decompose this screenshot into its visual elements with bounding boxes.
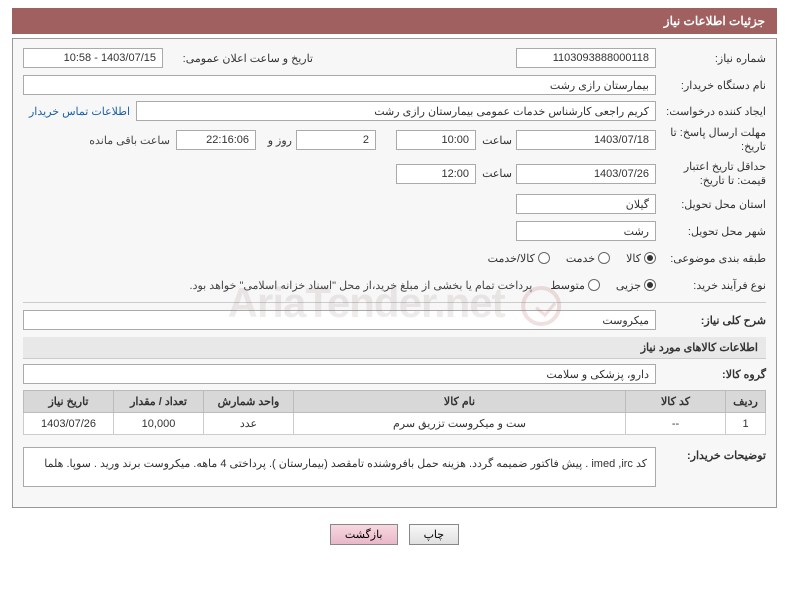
th-code: کد کالا <box>626 391 726 413</box>
category-radio-group: کالا خدمت کالا/خدمت <box>476 252 656 265</box>
deadline-time-field: 10:00 <box>396 130 476 150</box>
row-buyer-notes: توضیحات خریدار: کد imed ,irc . پیش فاکتو… <box>23 441 766 493</box>
radio-partial-item[interactable]: جزیی <box>616 279 656 292</box>
contact-buyer-link[interactable]: اطلاعات تماس خریدار <box>23 105 136 118</box>
row-city: شهر محل تحویل: رشت <box>23 220 766 242</box>
radio-partial-label: جزیی <box>616 279 641 292</box>
process-label: نوع فرآیند خرید: <box>656 279 766 292</box>
days-label: روز و <box>256 134 296 147</box>
th-row: ردیف <box>726 391 766 413</box>
time-label-1: ساعت <box>476 134 516 147</box>
cell-row: 1 <box>726 413 766 435</box>
row-category: طبقه بندی موضوعی: کالا خدمت کالا/خدمت <box>23 247 766 269</box>
summary-label: شرح کلی نیاز: <box>656 314 766 327</box>
radio-medium-item[interactable]: متوسط <box>550 279 600 292</box>
cell-qty: 10,000 <box>114 413 204 435</box>
radio-service[interactable] <box>598 252 610 264</box>
announce-field: 1403/07/15 - 10:58 <box>23 48 163 68</box>
process-note: پرداخت تمام یا بخشی از مبلغ خرید،از محل … <box>190 279 539 292</box>
buyer-notes-box: کد imed ,irc . پیش فاکتور ضمیمه گردد. هز… <box>23 447 656 487</box>
back-button[interactable]: بازگشت <box>330 524 398 545</box>
deadline-date-field: 1403/07/18 <box>516 130 656 150</box>
page-title: جزئیات اطلاعات نیاز <box>664 14 765 28</box>
row-validity: حداقل تاریخ اعتبار قیمت: تا تاریخ: 1403/… <box>23 160 766 189</box>
row-province: استان محل تحویل: گیلان <box>23 193 766 215</box>
validity-label: حداقل تاریخ اعتبار قیمت: تا تاریخ: <box>656 160 766 189</box>
row-summary: شرح کلی نیاز: میکروست <box>23 309 766 331</box>
radio-goods-item[interactable]: کالا <box>626 252 656 265</box>
th-name: نام کالا <box>294 391 626 413</box>
row-goods-group: گروه کالا: دارو، پزشکی و سلامت <box>23 363 766 385</box>
radio-both-label: کالا/خدمت <box>488 252 535 265</box>
remaining-time-field: 22:16:06 <box>176 130 256 150</box>
cell-date: 1403/07/26 <box>24 413 114 435</box>
radio-medium[interactable] <box>588 279 600 291</box>
radio-goods[interactable] <box>644 252 656 264</box>
process-radio-group: جزیی متوسط <box>538 279 656 292</box>
buyer-org-label: نام دستگاه خریدار: <box>656 79 766 92</box>
cell-name: ست و میکروست تزریق سرم <box>294 413 626 435</box>
validity-date-field: 1403/07/26 <box>516 164 656 184</box>
page-header: جزئیات اطلاعات نیاز <box>12 8 777 34</box>
goods-table: ردیف کد کالا نام کالا واحد شمارش تعداد /… <box>23 390 766 435</box>
buyer-org-field: بیمارستان رازی رشت <box>23 75 656 95</box>
radio-partial[interactable] <box>644 279 656 291</box>
province-field: گیلان <box>516 194 656 214</box>
summary-field: میکروست <box>23 310 656 330</box>
goods-group-field: دارو، پزشکی و سلامت <box>23 364 656 384</box>
time-label-2: ساعت <box>476 167 516 180</box>
th-qty: تعداد / مقدار <box>114 391 204 413</box>
radio-both-item[interactable]: کالا/خدمت <box>488 252 550 265</box>
category-label: طبقه بندی موضوعی: <box>656 252 766 265</box>
cell-code: -- <box>626 413 726 435</box>
th-unit: واحد شمارش <box>204 391 294 413</box>
requester-label: ایجاد کننده درخواست: <box>656 105 766 118</box>
goods-group-label: گروه کالا: <box>656 368 766 381</box>
announce-label: تاریخ و ساعت اعلان عمومی: <box>163 52 313 65</box>
radio-goods-label: کالا <box>626 252 641 265</box>
province-label: استان محل تحویل: <box>656 198 766 211</box>
validity-time-field: 12:00 <box>396 164 476 184</box>
th-date: تاریخ نیاز <box>24 391 114 413</box>
remaining-label: ساعت باقی مانده <box>89 134 176 147</box>
radio-service-item[interactable]: خدمت <box>566 252 610 265</box>
cell-unit: عدد <box>204 413 294 435</box>
table-row: 1 -- ست و میکروست تزریق سرم عدد 10,000 1… <box>24 413 766 435</box>
row-need-number: شماره نیاز: 1103093888000118 تاریخ و ساع… <box>23 47 766 69</box>
need-number-label: شماره نیاز: <box>656 52 766 65</box>
radio-both[interactable] <box>538 252 550 264</box>
table-header-row: ردیف کد کالا نام کالا واحد شمارش تعداد /… <box>24 391 766 413</box>
city-field: رشت <box>516 221 656 241</box>
radio-service-label: خدمت <box>566 252 595 265</box>
row-requester: ایجاد کننده درخواست: کریم راجعی کارشناس … <box>23 101 766 121</box>
goods-section-title: اطلاعات کالاهای مورد نیاز <box>23 337 766 359</box>
requester-field: کریم راجعی کارشناس خدمات عمومی بیمارستان… <box>136 101 656 121</box>
radio-medium-label: متوسط <box>550 279 585 292</box>
need-number-field: 1103093888000118 <box>516 48 656 68</box>
city-label: شهر محل تحویل: <box>656 225 766 238</box>
print-button[interactable]: چاپ <box>409 524 460 545</box>
row-process: نوع فرآیند خرید: جزیی متوسط پرداخت تمام … <box>23 274 766 296</box>
main-container: AriaTender.net شماره نیاز: 1103093888000… <box>12 38 777 508</box>
deadline-label: مهلت ارسال پاسخ: تا تاریخ: <box>656 126 766 155</box>
row-deadline: مهلت ارسال پاسخ: تا تاریخ: 1403/07/18 سا… <box>23 126 766 155</box>
days-count-field: 2 <box>296 130 376 150</box>
row-buyer-org: نام دستگاه خریدار: بیمارستان رازی رشت <box>23 74 766 96</box>
button-row: چاپ بازگشت <box>0 516 789 553</box>
buyer-notes-label: توضیحات خریدار: <box>656 441 766 462</box>
